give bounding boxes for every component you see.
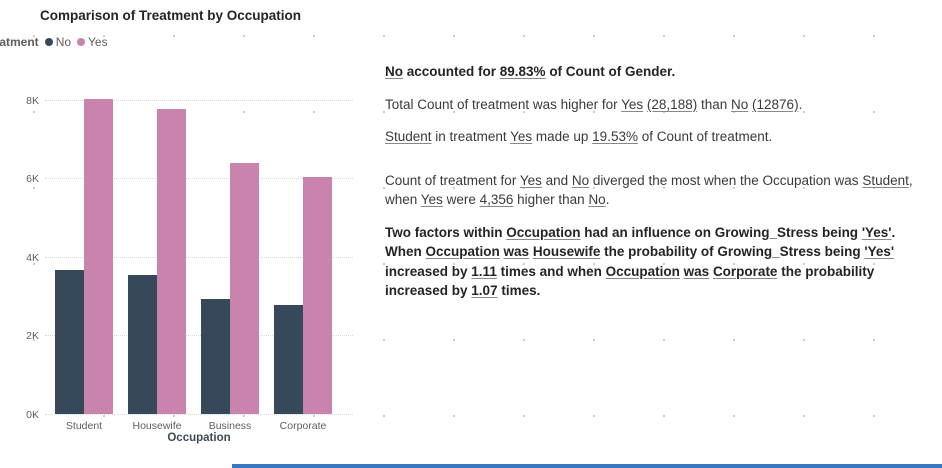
dynamic-value: 89.83% (499, 64, 546, 79)
narrative-text: made up (532, 129, 593, 144)
narrative-paragraph-1: No accounted for 89.83% of Count of Gend… (385, 62, 933, 82)
dynamic-value: Yes (420, 192, 443, 207)
x-category-label-housewife: Housewife (132, 420, 182, 432)
gridline-6K: 6K (26, 173, 353, 185)
chart-legend: treatment No Yes (0, 35, 108, 49)
y-tick-label-8K: 8K (26, 94, 39, 107)
bar-no-housewife[interactable] (128, 275, 157, 414)
bottom-blue-bar (232, 464, 942, 468)
dynamic-value: Yes (519, 172, 542, 188)
gridline-0K: 0K (26, 409, 353, 421)
narrative-text: times and when (496, 263, 606, 279)
narrative-paragraph-2: Total Count of treatment was higher for … (385, 95, 933, 115)
legend-label: Yes (88, 35, 108, 49)
narrative-text: of Count of treatment. (637, 129, 773, 144)
narrative-text: had an influence on Growing_Stress being (580, 224, 862, 240)
legend-dot-yes (77, 38, 86, 46)
dynamic-value: Housewife (532, 244, 601, 259)
x-category-label-business: Business (208, 420, 252, 432)
dynamic-value: (28,188) (646, 96, 698, 112)
chart-title: Comparison of Treatment by Occupation (40, 8, 302, 23)
bar-yes-business[interactable] (230, 163, 259, 414)
dynamic-value: 'Yes' (864, 244, 895, 259)
bar-no-student[interactable] (55, 270, 84, 414)
narrative-text: and (541, 172, 572, 188)
y-tick-label-2K: 2K (26, 330, 39, 343)
narrative-paragraph-3: Student in treatment Yes made up 19.53% … (385, 127, 933, 147)
y-tick-label-0K: 0K (26, 409, 39, 421)
narrative-text: accounted for (403, 64, 500, 79)
gridline-2K: 2K (26, 330, 353, 342)
dynamic-value: was (503, 244, 530, 259)
bar-yes-corporate[interactable] (303, 177, 332, 414)
dynamic-value: 1.07 (471, 283, 498, 298)
smart-narrative-visual[interactable]: No accounted for 89.83% of Count of Gend… (385, 62, 933, 314)
x-category-label-student: Student (65, 420, 103, 432)
y-axis-title: Count of treatment (0, 160, 3, 310)
narrative-text: , when (385, 172, 913, 208)
narrative-text: of Count of Gender. (545, 64, 676, 79)
x-category-label-corporate: Corporate (279, 420, 327, 432)
narrative-text: diverged the most when the Occupation wa… (589, 172, 863, 188)
bar-yes-student[interactable] (84, 98, 113, 414)
dynamic-value: (12876) (752, 96, 799, 112)
dynamic-value: 19.53% (592, 129, 638, 144)
y-tick-label-6K: 6K (26, 173, 39, 186)
dynamic-value: Student (385, 129, 432, 144)
narrative-text: increased by (385, 263, 472, 279)
dynamic-value: Student (862, 172, 909, 188)
legend-dot-no (44, 38, 53, 46)
x-axis-title: Occupation (167, 432, 231, 444)
gridline-4K: 4K (26, 252, 353, 264)
narrative-paragraph-5: Two factors within Occupation had an inf… (385, 223, 933, 301)
legend-item-no[interactable]: No (44, 35, 72, 49)
narrative-text: times. (497, 283, 541, 298)
plot-area: 8K 6K 4K 2K 0K Student Housewife Business Corpor… (26, 78, 353, 432)
narrative-text: the probability of Growing_Stress being (600, 244, 865, 259)
dynamic-value: 1.11 (471, 263, 497, 279)
bar-chart-visual[interactable]: Comparison of Treatment by Occupation tr… (0, 0, 368, 455)
bar-no-business[interactable] (201, 299, 230, 414)
legend-title: treatment (0, 35, 39, 49)
dynamic-value: Yes (510, 129, 533, 144)
dynamic-value: Occupation (605, 263, 680, 279)
dynamic-value: Occupation (425, 244, 500, 259)
dynamic-value: Corporate (712, 263, 778, 279)
bar-yes-housewife[interactable] (157, 109, 186, 414)
narrative-text: Total Count of treatment was higher for (385, 96, 622, 112)
narrative-paragraph-4: Count of treatment for Yes and No diverg… (385, 171, 933, 210)
narrative-text: . When (385, 224, 896, 260)
dynamic-value: No (385, 64, 403, 79)
dynamic-value: No (588, 192, 606, 207)
narrative-text: Count of treatment for (385, 172, 520, 188)
dynamic-value: No (571, 172, 590, 188)
dynamic-value: Occupation (506, 224, 581, 240)
dynamic-value: Yes (621, 96, 644, 112)
narrative-text: than (697, 96, 731, 112)
narrative-text: were (442, 192, 480, 207)
narrative-text: the probability increased by (385, 263, 875, 299)
gridline-8K: 8K (26, 95, 353, 107)
legend-item-yes[interactable]: Yes (77, 35, 108, 49)
dynamic-value: was (683, 263, 710, 279)
narrative-text: higher than (513, 192, 589, 207)
bar-no-corporate[interactable] (274, 305, 303, 414)
narrative-text: . (605, 192, 610, 207)
narrative-text: . (798, 96, 803, 112)
narrative-text: in treatment (431, 129, 511, 144)
legend-label: No (55, 35, 72, 49)
narrative-text: Two factors within (385, 224, 507, 240)
dynamic-value: No (731, 96, 749, 112)
y-tick-label-4K: 4K (26, 251, 39, 264)
dynamic-value: 'Yes' (861, 224, 892, 240)
dynamic-value: 4,356 (479, 192, 514, 207)
